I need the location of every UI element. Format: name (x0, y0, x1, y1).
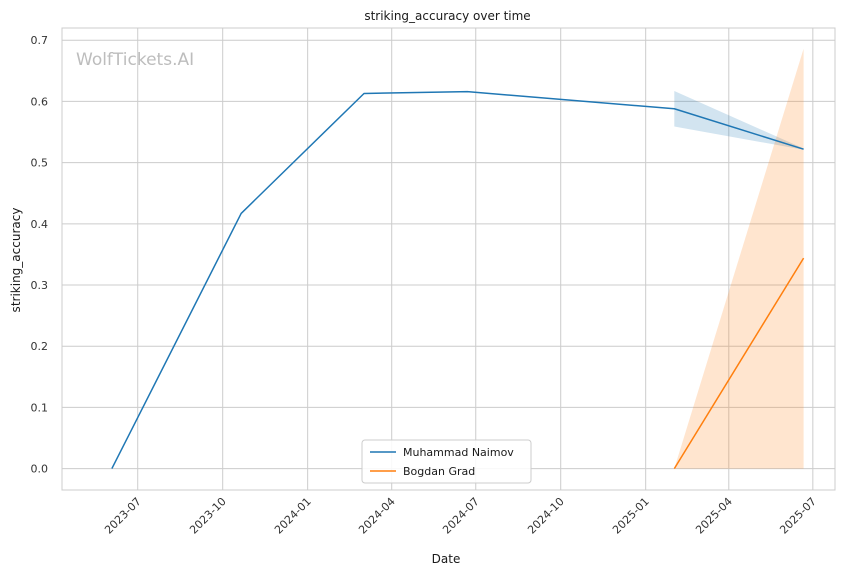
y-tick-label: 0.4 (31, 218, 49, 231)
y-tick-label: 0.1 (31, 401, 49, 414)
y-tick-label: 0.6 (31, 95, 49, 108)
confidence-band-1 (674, 48, 804, 469)
x-tick-label: 2023-07 (102, 495, 144, 537)
x-axis-label: Date (432, 552, 461, 566)
plot-frame (61, 27, 836, 491)
legend-label-0: Muhammad Naimov (403, 446, 514, 459)
x-tick-label: 2024-10 (525, 495, 567, 537)
legend-box (361, 439, 532, 484)
series-lines (111, 90, 805, 469)
confidence-band-0 (674, 91, 804, 150)
y-tick-label: 0.2 (31, 340, 49, 353)
x-tick-label: 2025-07 (777, 495, 819, 537)
x-tick-label: 2023-10 (187, 495, 229, 537)
watermark: WolfTickets.AI (76, 50, 194, 70)
x-tick-label: 2024-07 (440, 495, 482, 537)
y-tick-label: 0.0 (31, 463, 49, 476)
y-tick-label: 0.7 (31, 34, 49, 47)
series-line-0 (111, 90, 804, 469)
x-tick-label: 2024-01 (272, 495, 314, 537)
legend-label-1: Bogdan Grad (403, 465, 475, 478)
confidence-bands (674, 48, 804, 469)
x-tick-label: 2025-01 (610, 495, 652, 537)
chart-title: striking_accuracy over time (364, 9, 530, 23)
series-line-1 (673, 257, 805, 469)
x-tick-label: 2024-04 (356, 495, 398, 537)
x-tick-label: 2025-04 (693, 495, 735, 537)
y-tick-label: 0.3 (31, 279, 49, 292)
grid (62, 28, 835, 490)
y-axis-label: striking_accuracy (9, 208, 23, 313)
x-axis-ticks: 2023-07 2023-10 2024-01 2024-04 2024-07 2024-… (102, 495, 819, 537)
legend: Muhammad Naimov Bogdan Grad (361, 439, 532, 484)
y-axis-ticks: 0.0 0.1 0.2 0.3 0.4 0.5 0.6 0.7 (31, 34, 49, 475)
y-tick-label: 0.5 (31, 157, 49, 170)
